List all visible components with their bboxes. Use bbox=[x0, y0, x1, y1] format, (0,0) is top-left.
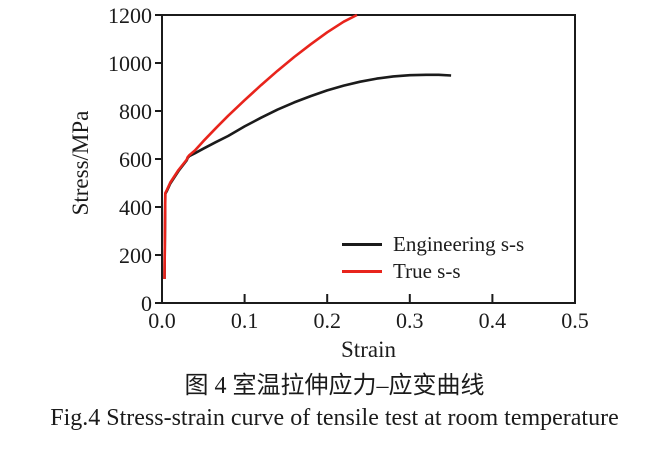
series-line-true-s-s bbox=[163, 13, 358, 280]
x-axis-title: Strain bbox=[341, 337, 396, 362]
legend-entry: Engineering s-s bbox=[342, 231, 524, 258]
legend-line-sample bbox=[342, 243, 382, 246]
y-tick-label: 400 bbox=[119, 195, 152, 220]
y-tick-label: 0 bbox=[141, 291, 152, 316]
x-tick-label: 0.4 bbox=[479, 308, 507, 333]
x-tick-label: 0.3 bbox=[396, 308, 424, 333]
caption-english: Fig.4 Stress-strain curve of tensile tes… bbox=[50, 404, 619, 431]
plot-frame bbox=[161, 14, 576, 304]
x-tick-label: 0.0 bbox=[148, 308, 176, 333]
x-tick-label: 0.5 bbox=[561, 308, 589, 333]
legend-entry-label: Engineering s-s bbox=[393, 232, 525, 256]
caption-chinese: 图 4 室温拉伸应力–应变曲线 bbox=[184, 373, 485, 399]
y-axis-title: Stress/MPa bbox=[68, 111, 93, 216]
stress-strain-chart: 0 200 400 600 800 1000 1200 0.0 0.1 0.2 0.3 0.4 0.5 S… bbox=[68, 3, 589, 362]
legend-entry: True s-s bbox=[342, 258, 524, 285]
y-tick-label: 800 bbox=[119, 99, 152, 124]
y-tick-label: 200 bbox=[119, 243, 152, 268]
legend-entry-label: True s-s bbox=[393, 259, 461, 283]
y-tick-label: 1000 bbox=[108, 51, 152, 76]
y-tick-label: 600 bbox=[119, 147, 152, 172]
chart-legend: Engineering s-s True s-s bbox=[342, 231, 524, 285]
figure-captions: 图 4 室温拉伸应力–应变曲线 Fig.4 Stress-strain curv… bbox=[0, 372, 669, 433]
x-tick-label: 0.1 bbox=[231, 308, 259, 333]
chart-area: 0 200 400 600 800 1000 1200 0.0 0.1 0.2 0.3 0.4 0.5 S… bbox=[68, 3, 589, 362]
y-tick-label: 1200 bbox=[108, 3, 152, 28]
x-tick-label: 0.2 bbox=[313, 308, 341, 333]
legend-line-sample bbox=[342, 270, 382, 273]
